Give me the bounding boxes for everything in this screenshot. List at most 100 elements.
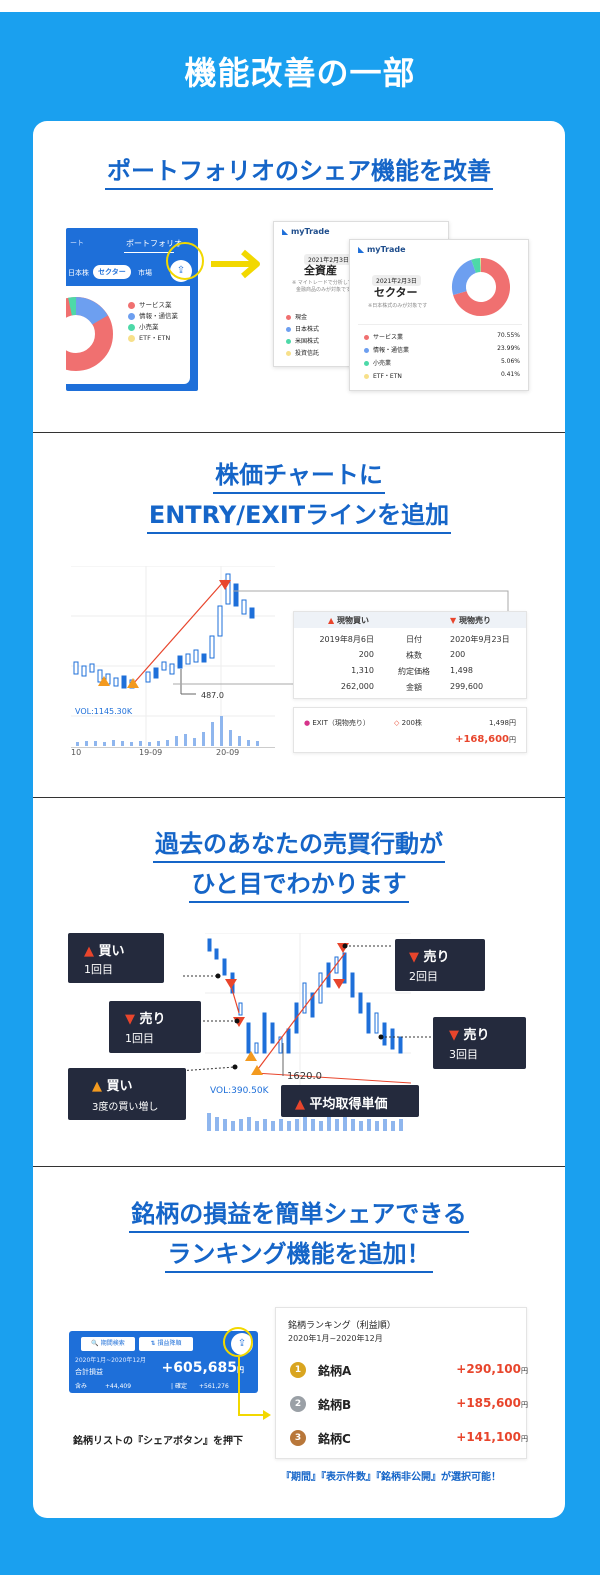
table-cell: 299,600 (450, 682, 484, 691)
pie-slice (453, 258, 510, 316)
x-tick-label: 20-09 (216, 748, 240, 757)
tag-sell-1: ▼ 売り 1回目 (109, 1001, 201, 1053)
tab-sector[interactable]: セクター (93, 265, 131, 279)
sort-button[interactable]: ⇅ 損益降順 (139, 1337, 193, 1351)
ranking-row: 1 銘柄A +290,100円 (290, 1360, 528, 1390)
tag-subtitle: 1回目 (125, 1032, 154, 1045)
stock-name: 銘柄B (318, 1398, 352, 1412)
price-label: 487.0 (201, 691, 224, 700)
card-note: ※日本株式のみが対象です (368, 303, 428, 309)
section-title-chart-line2: ENTRY/EXITラインを追加 (33, 495, 565, 535)
ranking-row: 2 銘柄B +185,600円 (290, 1394, 528, 1424)
medal-bronze-icon: 3 (290, 1430, 306, 1446)
ranking-phone: 🔍 期間検索 ⇅ 損益降順 ⇪ 2020年1月~2020年12月 合計損益 +6… (69, 1331, 258, 1393)
x-axis (71, 747, 275, 748)
table-cell: 金額 (406, 683, 422, 692)
tag-subtitle: 3回目 (449, 1048, 478, 1061)
table-header (294, 612, 526, 628)
section-title-portfolio: ポートフォリオのシェア機能を改善 (33, 151, 565, 191)
tag-subtitle: 2回目 (409, 970, 438, 983)
exit-pnl: +168,600円 (455, 734, 516, 745)
sector-row: 情報・通信業 23.99% (364, 345, 520, 358)
table-cell: 262,000 (340, 682, 374, 691)
phone-chart-panel: サービス業 情報・通信業 小売業 ETF・ETN (66, 286, 190, 384)
card-heading: 全資産 (304, 264, 337, 277)
table-cell: 約定価格 (398, 667, 430, 676)
stock-name: 銘柄A (318, 1364, 352, 1378)
period-search-button[interactable]: 🔍 期間検索 (81, 1337, 135, 1351)
tag-sell-2: ▼ 売り 2回目 (395, 939, 485, 991)
tag-buy-1: ▲ 買い 1回目 (68, 933, 164, 983)
volume-label: VOL:1145.30K (75, 707, 133, 716)
phone-header-label: ポートフォリオ (126, 239, 182, 248)
exit-shares: ◇ 200株 (394, 719, 422, 727)
legend-item: 投資信託 (286, 348, 319, 360)
exit-label: ● EXIT（現物売り） (304, 719, 370, 727)
ranking-footnote: 『期間』『表示件数』『銘柄非公開』が選択可能！ (281, 1472, 501, 1483)
sell-header: ▼ 現物売り (450, 616, 491, 625)
date-pill: 2021年2月3日 (372, 268, 421, 287)
exit-price: 1,498円 (488, 719, 516, 727)
candlestick-chart-entry-exit (71, 566, 275, 746)
page-title: 機能改善の一部 (184, 54, 416, 92)
stock-name: 銘柄C (318, 1432, 351, 1446)
realized-pnl: | 確定 +561,276 (171, 1383, 229, 1390)
tag-sell-3: ▼ 売り 3回目 (433, 1017, 526, 1069)
medal-silver-icon: 2 (290, 1396, 306, 1412)
share-highlight-circle (223, 1327, 253, 1357)
ranking-row: 3 銘柄C +141,100円 (290, 1428, 528, 1458)
ranking-card: 銘柄ランキング（利益順） 2020年1月~2020年12月 1 銘柄A +290… (275, 1307, 528, 1459)
card-legend: 現金 日本株式 米国株式 投資信託 (286, 312, 319, 360)
stock-pnl: +141,100円 (456, 1430, 528, 1444)
sector-row: サービス業 70.55% (364, 332, 520, 345)
ranking-period: 2020年1月~2020年12月 (288, 1334, 383, 1343)
card-heading: セクター (374, 286, 418, 299)
exit-summary-box: ● EXIT（現物売り） ◇ 200株 1,498円 +168,600円 (293, 707, 527, 753)
stock-pnl: +185,600円 (456, 1396, 528, 1410)
table-cell: 2020年9月23日 (450, 635, 510, 644)
share-highlight-circle (166, 242, 204, 280)
table-cell: 200 (358, 650, 374, 659)
section-divider (33, 797, 565, 798)
phone-legend: サービス業 情報・通信業 小売業 ETF・ETN (128, 300, 178, 344)
section-title-ranking-line1: 銘柄の損益を簡単シェアできる (33, 1194, 565, 1234)
legend-item: ETF・ETN (128, 333, 178, 344)
card-note: ※ マイトレードで分析している (292, 280, 363, 286)
section-title-ranking-line2: ランキング機能を追加！ (33, 1234, 565, 1274)
table-cell: 日付 (406, 635, 422, 644)
legend-item: 日本株式 (286, 324, 319, 336)
table-cell: 1,310 (351, 666, 374, 675)
tag-title: ▼ 売り (449, 1028, 490, 1043)
share-caption: 銘柄リストの『シェアボタン』を押下 (73, 1436, 243, 1447)
legend-item: 米国株式 (286, 336, 319, 348)
date-pill: 2021年2月3日 (304, 247, 353, 266)
sector-donut-chart (66, 297, 113, 371)
ranking-title: 銘柄ランキング（利益順） (288, 1321, 396, 1331)
content-card: ポートフォリオのシェア機能を改善 ート ポートフォリオ 日本株 セクター 市場 … (33, 121, 565, 1518)
pie-slice (471, 258, 481, 273)
table-cell: 株数 (406, 651, 422, 660)
tag-title: ▲ 買い (92, 1079, 133, 1094)
x-tick-label: 19-09 (139, 748, 163, 757)
sector-row: 小売業 5.06% (364, 358, 520, 371)
phone-header-left: ート (70, 239, 84, 247)
total-value: +605,685円 (161, 1360, 245, 1376)
section-title-behavior-line1: 過去のあなたの売買行動が (33, 824, 565, 864)
legend-item: 小売業 (128, 322, 178, 333)
stock-pnl: +290,100円 (456, 1362, 528, 1376)
section-divider (33, 1166, 565, 1167)
legend-item: サービス業 (128, 300, 178, 311)
tab-japan-stock[interactable]: 日本株 (68, 269, 89, 277)
period-label: 2020年1月~2020年12月 (75, 1357, 147, 1364)
top-strip (0, 0, 600, 12)
total-label: 合計損益 (75, 1368, 103, 1376)
sector-table: サービス業 70.55% 情報・通信業 23.99% 小売業 5.06% ETF・ET… (364, 332, 520, 384)
tag-average-cost: ▲ 平均取得単価 (281, 1085, 419, 1117)
tab-market[interactable]: 市場 (138, 269, 152, 277)
section-divider (33, 432, 565, 433)
legend-item: 情報・通信業 (128, 311, 178, 322)
tag-title: ▲ 買い (84, 944, 125, 959)
table-cell: 2019年8月6日 (319, 635, 374, 644)
pie-slice (452, 259, 477, 296)
tag-buy-3: ▲ 買い 3度の買い増し (68, 1068, 186, 1120)
